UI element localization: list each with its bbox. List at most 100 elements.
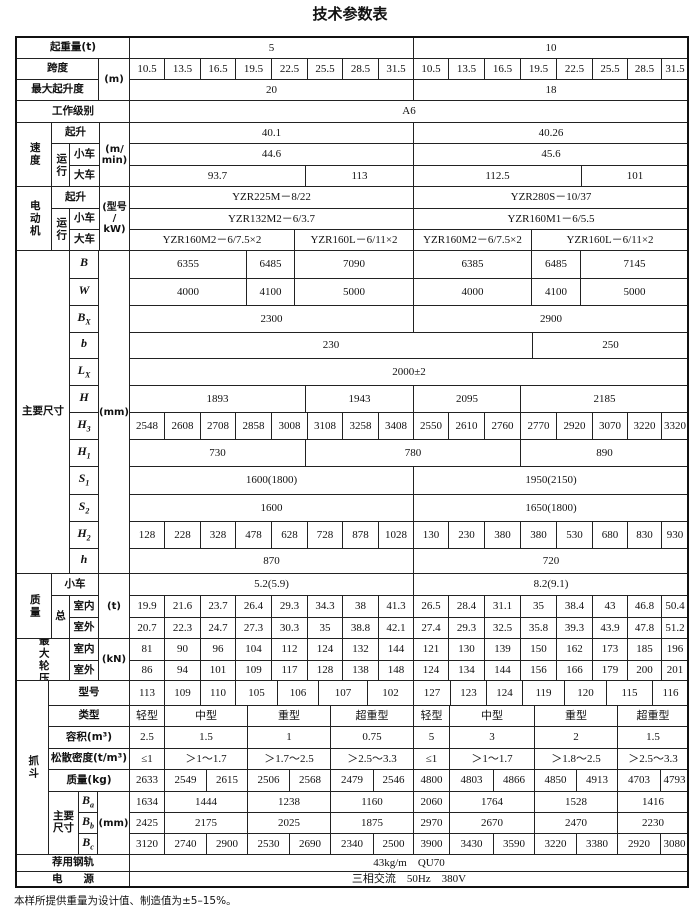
unit-unit_motor: (型号 / kW) [99,186,130,251]
value-cell: 2025 [247,812,331,834]
value-cell: 2300 [129,305,414,333]
value-cell: 124 [486,680,523,706]
unit-line: kW) [103,224,126,235]
value-cell: 1.5 [164,726,248,749]
symbol-subscript: X [85,370,91,380]
value-cell: 3220 [627,412,662,440]
value-cell: 830 [627,521,662,549]
value-cell: 5 [129,37,414,59]
value-cell: 超重型 [617,705,689,727]
value-cell: 1634 [129,791,165,813]
label-trolley: 小车 [69,208,100,230]
value-cell: 25.5 [307,58,343,80]
value-cell: 2920 [556,412,593,440]
value-cell: 26.5 [413,595,449,618]
value-cell: 2546 [373,769,414,792]
label-hoist: 起升 [51,186,100,209]
value-cell: 106 [277,680,319,706]
label-outdoor: 室外 [69,617,99,639]
value-cell: 1600 [129,494,414,522]
value-cell: 10.5 [413,58,449,80]
value-cell: 31.1 [484,595,521,618]
label-hoist: 起升 [51,122,100,144]
value-cell: 2.5 [129,726,165,749]
value-cell: 109 [235,660,272,681]
value-cell: 27.3 [235,617,272,639]
symbol-subscript: X [85,317,91,327]
unit-line: (m/ [105,143,124,155]
label-trolley: 小车 [69,143,100,166]
page-title: 技术参数表 [312,5,388,23]
value-cell: 112.5 [413,165,582,187]
label-capacity: 起重量(t) [16,37,130,59]
value-cell: 轻型 [413,705,450,727]
symbol-letter: S2 [78,498,90,516]
value-cell: 50.4 [661,595,689,618]
label-indoor: 室内 [69,638,99,661]
value-cell: 1 [247,726,331,749]
symbol-subscript: 2 [86,533,91,543]
value-cell: 0.75 [330,726,414,749]
value-cell: 2858 [235,412,272,440]
value-cell: 3108 [307,412,343,440]
symbol-S1: S1 [69,466,99,495]
value-cell: 2000±2 [129,358,689,386]
value-cell: 4100 [531,278,581,306]
value-cell: 139 [484,638,521,661]
value-cell: 16.5 [484,58,521,80]
value-cell: 28.4 [448,595,485,618]
value-cell: 101 [200,660,236,681]
symbol-letter: B [79,255,88,270]
value-cell: 13.5 [164,58,201,80]
value-cell: 28.5 [627,58,662,80]
label-grab: 抓斗 [16,680,49,855]
value-cell: 2760 [484,412,521,440]
value-cell: 7145 [580,250,689,279]
value-cell: 628 [271,521,308,549]
value-cell: 28.5 [342,58,379,80]
value-cell: 3408 [378,412,414,440]
symbol-subscript: 1 [85,478,90,488]
value-cell: 22.5 [556,58,593,80]
symbol-letter: Ba [81,792,94,810]
value-cell: 6485 [246,250,295,279]
value-cell: 2549 [164,769,207,792]
value-cell: YZR280S－10/37 [413,186,689,209]
value-cell: 102 [367,680,414,706]
value-cell: 124 [413,660,449,681]
value-cell: 1764 [449,791,535,813]
value-cell: 1943 [305,385,414,413]
label-power: 电 源 [16,871,130,888]
value-cell: 196 [661,638,689,661]
value-cell: 112 [271,638,308,661]
symbol-Bb: Bb [78,812,98,834]
symbol-letter: W [78,282,90,297]
symbol-B: B [69,250,99,279]
label-volume: 容积(m³) [48,726,130,749]
value-cell: 51.2 [661,617,689,639]
symbol-H1: H1 [69,439,99,467]
value-cell: 86 [129,660,165,681]
label-grab_type: 类型 [48,705,130,727]
value-cell: 124 [307,638,343,661]
value-cell: 1950(2150) [413,466,689,495]
value-cell: 228 [164,521,201,549]
value-cell: ＞1.7～2.5 [247,748,331,770]
value-cell: 超重型 [330,705,414,727]
value-cell: 2185 [520,385,689,413]
symbol-Bx: BX [69,305,99,333]
value-cell: 94 [164,660,201,681]
value-cell: 重型 [247,705,331,727]
symbol-Ba: Ba [78,791,98,813]
label-span: 跨度 [16,58,99,80]
value-cell: 2175 [164,812,248,834]
value-cell: 2506 [247,769,290,792]
label-motor: 电动机 [16,186,52,251]
label-total: 总 [51,595,70,639]
symbol-letter: LX [77,362,91,380]
value-cell: 2708 [200,412,236,440]
value-cell: 19.5 [520,58,557,80]
value-cell: 2568 [289,769,331,792]
value-cell: 250 [532,332,689,359]
value-cell: 19.5 [235,58,272,80]
